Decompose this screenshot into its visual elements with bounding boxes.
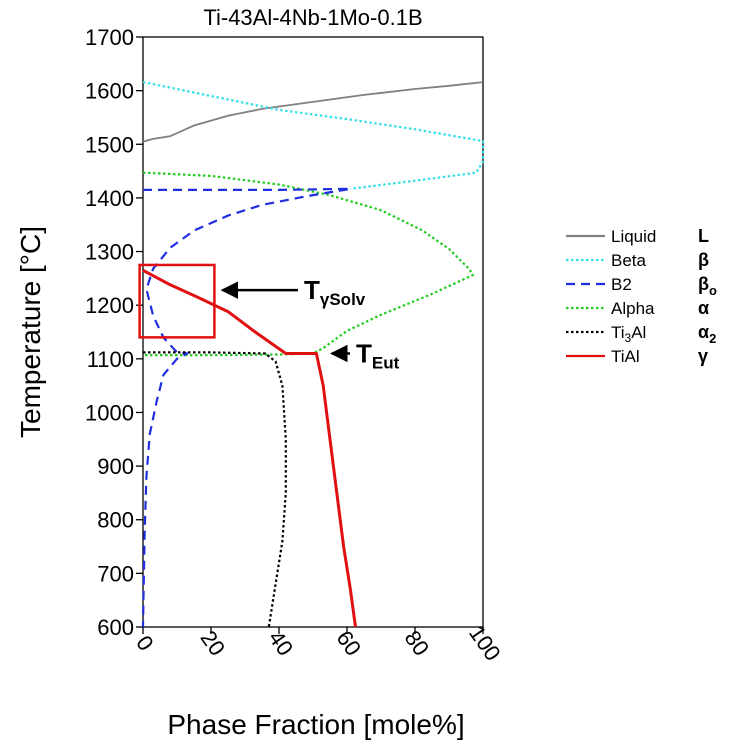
x-tick-label: 80: [400, 626, 435, 660]
legend-label: B2: [611, 275, 632, 294]
y-tick-label: 1600: [85, 79, 134, 104]
x-tick-label: 60: [332, 626, 367, 660]
legend-phase-symbol: α: [698, 298, 709, 318]
legend-phase-symbol: βo: [698, 274, 717, 298]
legend-phase-symbol: L: [698, 226, 709, 246]
y-tick-label: 700: [97, 561, 134, 586]
legend-label: Beta: [611, 251, 647, 270]
y-tick-label: 800: [97, 508, 134, 533]
y-tick-label: 1500: [85, 132, 134, 157]
annotation-sub: Eut: [372, 353, 400, 372]
y-tick-label: 1200: [85, 293, 134, 318]
y-axis-label: Temperature [°C]: [15, 226, 46, 438]
annotation-label: TEut: [356, 338, 400, 372]
y-tick-label: 600: [97, 615, 134, 640]
x-tick-label: 20: [196, 626, 231, 660]
legend-label: TiAl: [611, 347, 640, 366]
x-tick-label: 0: [131, 631, 159, 655]
x-axis-label: Phase Fraction [mole%]: [167, 709, 464, 740]
series-line-liquid: [142, 81, 484, 143]
y-tick-label: 1400: [85, 186, 134, 211]
y-tick-label: 1300: [85, 240, 134, 265]
legend: Liquid L Beta β B2 βo Alpha α Ti3Al α2 TiAl γ: [566, 226, 717, 366]
y-tick-label: 1700: [85, 25, 134, 50]
legend-label: Alpha: [611, 299, 655, 318]
series-line-tial: [142, 268, 357, 628]
y-tick-label: 900: [97, 454, 134, 479]
x-tick-label: 40: [264, 626, 299, 660]
y-axis: 600 700 800 900 1000 1100 1200 1300 1400 1500 1600…: [85, 25, 143, 640]
legend-label: Liquid: [611, 227, 656, 246]
legend-label: Ti3Al: [611, 323, 646, 345]
series-layer: [141, 81, 485, 628]
plot-frame: [142, 36, 484, 628]
annotation-sub: γSolv: [320, 290, 366, 309]
annotation-main: T: [356, 338, 372, 368]
annotation-label: TγSolv: [304, 275, 366, 309]
y-tick-label: 1100: [87, 347, 134, 372]
highlight-box: [138, 263, 216, 339]
legend-phase-symbol: β: [698, 250, 709, 270]
series-line-beta: [142, 81, 485, 190]
series-line-ti3al: [143, 351, 287, 628]
series-line-b2: [141, 187, 352, 628]
chart-title: Ti-43Al-4Nb-1Mo-0.1B: [203, 5, 422, 30]
legend-phase-symbol: α2: [698, 322, 716, 346]
y-tick-label: 1000: [85, 400, 134, 425]
legend-phase-symbol: γ: [698, 346, 708, 366]
annotation-main: T: [304, 275, 320, 305]
